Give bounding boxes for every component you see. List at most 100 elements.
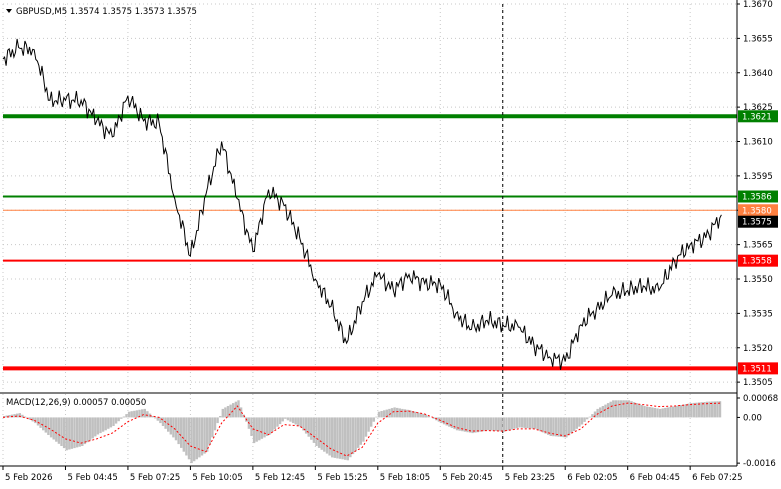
macd-histogram-bar <box>42 417 45 431</box>
macd-histogram-bar <box>479 417 482 432</box>
macd-histogram-bar <box>73 417 76 449</box>
time-tick-label: 6 Feb 07:25 <box>692 473 742 483</box>
macd-histogram-bar <box>364 417 368 437</box>
macd-histogram-bar <box>182 417 185 452</box>
time-tick-label: 5 Feb 07:25 <box>130 473 180 483</box>
macd-histogram-bar <box>580 417 584 425</box>
macd-histogram-bar <box>713 401 716 418</box>
macd-histogram-bar <box>3 416 6 418</box>
macd-histogram-bar <box>508 417 511 431</box>
macd-histogram-bar <box>666 407 670 418</box>
macd-histogram-bar <box>83 417 87 445</box>
macd-histogram-bar <box>549 417 552 436</box>
macd-histogram-bar <box>638 404 641 418</box>
macd-histogram-bar <box>161 417 165 426</box>
macd-histogram-bar <box>487 417 490 431</box>
macd-histogram-bar <box>461 417 464 432</box>
macd-histogram-bar <box>39 417 42 428</box>
macd-histogram-bar <box>135 410 139 418</box>
macd-histogram-bar <box>357 417 360 448</box>
grid <box>2 3 737 466</box>
macd-histogram-bar <box>185 417 188 456</box>
macd-tick-label: 0.00 <box>743 413 762 423</box>
time-tick-label: 5 Feb 15:25 <box>317 473 367 483</box>
macd-info: MACD(12,26,9) 0.00057 0.00050 <box>6 398 146 408</box>
macd-histogram-bar <box>437 417 441 422</box>
price-tick-label: 1.3550 <box>743 275 773 285</box>
macd-histogram-bar <box>500 417 503 432</box>
macd-histogram-bar <box>445 417 448 426</box>
macd-histogram-bar <box>101 417 105 432</box>
macd-histogram-bar <box>291 417 295 424</box>
macd-histogram-bar <box>156 417 159 421</box>
macd-histogram-bar <box>718 401 722 418</box>
macd-histogram-bar <box>396 407 399 418</box>
macd-histogram-bar <box>505 417 508 431</box>
macd-histogram-bar <box>239 407 243 418</box>
macd-histogram-bar <box>684 404 688 418</box>
macd-signal-line <box>2 402 722 457</box>
macd-histogram-bar <box>317 417 321 448</box>
macd-histogram-bar <box>625 400 628 418</box>
time-tick-label: 5 Feb 20:45 <box>442 473 492 483</box>
level-tag-support: 1.3511 <box>742 364 772 374</box>
macd-histogram-bar <box>60 417 63 446</box>
macd-histogram-bar <box>409 410 412 418</box>
macd-histogram-bar <box>78 417 81 447</box>
macd-panel <box>0 392 737 464</box>
macd-histogram-bar <box>125 414 128 418</box>
macd-histogram-bar <box>383 410 386 418</box>
level-tag-support-bg <box>738 254 778 267</box>
macd-histogram-bar <box>107 417 110 429</box>
macd-histogram-bar <box>120 417 123 419</box>
symbol-info: GBPUSD,M5 1.3574 1.3575 1.3573 1.3575 <box>16 7 197 17</box>
macd-histogram-bar <box>18 413 21 418</box>
macd-histogram-bar <box>494 417 498 431</box>
macd-histogram-bar <box>541 417 545 433</box>
macd-histogram-bar <box>325 417 329 454</box>
macd-histogram-bar <box>323 417 326 452</box>
macd-histogram-bar <box>622 400 625 418</box>
macd-histogram-bar <box>570 417 573 434</box>
price-line <box>2 38 722 370</box>
macd-histogram-bar <box>68 417 71 450</box>
macd-histogram-bar <box>304 417 308 434</box>
macd-histogram-bar <box>474 417 477 433</box>
macd-histogram-bar <box>31 417 34 422</box>
macd-histogram-bar <box>26 417 29 419</box>
macd-histogram-bar <box>554 417 558 437</box>
macd-histogram-bar <box>531 417 534 429</box>
time-tick-label: 6 Feb 04:45 <box>630 473 680 483</box>
macd-histogram-bar <box>310 417 313 440</box>
macd-histogram-bar <box>198 417 201 458</box>
macd-histogram-bar <box>29 417 32 420</box>
price-tick-label: 1.3520 <box>743 344 773 354</box>
macd-histogram-bar <box>23 416 27 418</box>
macd-histogram-bar <box>273 417 277 430</box>
macd-histogram-bar <box>203 417 206 454</box>
macd-histogram-bar <box>497 417 500 432</box>
level-tag-resistance-bg <box>738 110 778 123</box>
dropdown-triangle-icon[interactable] <box>6 9 12 13</box>
axes: 5 Feb 2026 5 Feb 04:45 5 Feb 07:25 5 Feb 10… <box>0 0 743 483</box>
macd-histogram-bar <box>380 411 383 418</box>
macd-histogram-bar <box>268 417 271 435</box>
macd-histogram-bar <box>674 406 677 418</box>
macd-histogram-bar <box>695 402 698 418</box>
macd-histogram-bar <box>390 408 394 418</box>
price-tick-label: 1.3535 <box>743 309 773 319</box>
macd-histogram-bar <box>679 405 683 418</box>
price-tick-label: 1.3505 <box>743 378 773 388</box>
macd-histogram-bar <box>591 414 594 418</box>
macd-histogram-bar <box>682 404 685 418</box>
macd-histogram-bar <box>81 417 84 446</box>
price-tick-label: 1.3670 <box>743 0 773 10</box>
macd-histogram-bar <box>278 417 282 425</box>
macd-histogram-bar <box>370 417 373 427</box>
macd-histogram-bar <box>221 408 224 418</box>
macd-histogram-bar <box>297 417 300 426</box>
macd-histogram-bar <box>346 417 349 461</box>
macd-histogram-bar <box>565 417 568 438</box>
macd-histogram-bar <box>422 413 425 418</box>
macd-histogram-bar <box>75 417 79 448</box>
